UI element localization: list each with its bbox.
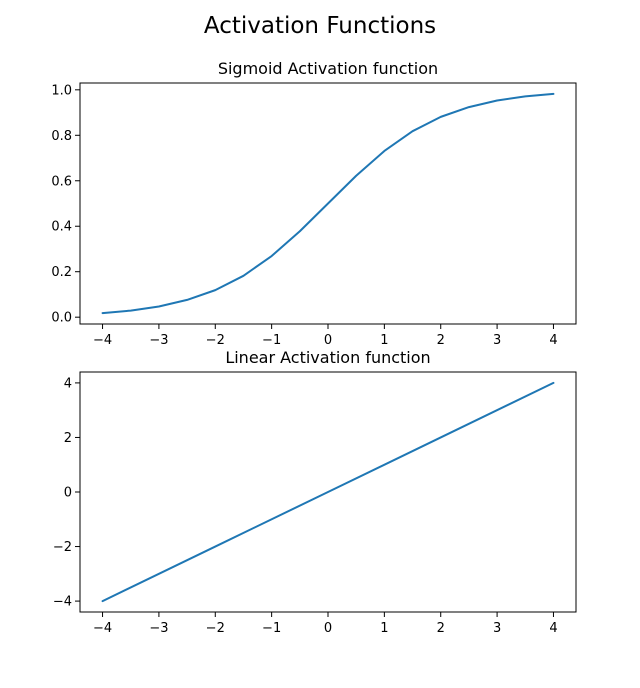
sigmoid-x-tick-label: 3 [493,333,501,348]
linear-x-tick-label: 4 [549,621,557,636]
sigmoid-x-tick-label: 4 [549,333,557,348]
sigmoid-y-ticks: 0.0 0.2 0.4 0.6 0.8 1.0 [51,83,80,326]
sigmoid-x-tick-label: −3 [149,333,168,348]
linear-y-tick-label: −2 [53,540,72,555]
linear-y-ticks: −4 −2 0 2 4 [53,376,80,610]
linear-x-tick-label: 1 [380,621,388,636]
figure-title: Activation Functions [204,13,436,39]
linear-y-tick-label: −4 [53,595,72,610]
sigmoid-y-tick-label: 1.0 [51,83,72,98]
sigmoid-x-tick-label: 1 [380,333,388,348]
sigmoid-y-tick-label: 0.6 [51,174,72,189]
linear-x-tick-label: −3 [149,621,168,636]
linear-x-tick-label: 2 [437,621,445,636]
sigmoid-x-tick-label: −2 [206,333,225,348]
linear-y-tick-label: 2 [64,431,72,446]
sigmoid-y-tick-label: 0.8 [51,129,72,144]
linear-y-tick-label: 4 [64,376,72,391]
linear-x-tick-label: −1 [262,621,281,636]
linear-x-tick-label: −4 [93,621,112,636]
sigmoid-curve [101,92,555,315]
linear-subplot-title: Linear Activation function [225,348,430,367]
linear-plot-frame [79,371,577,613]
linear-x-ticks: −4 −3 −2 −1 0 1 2 3 4 [93,612,558,636]
linear-x-tick-label: 0 [324,621,332,636]
sigmoid-subplot-title: Sigmoid Activation function [218,59,438,78]
sigmoid-subplot: Sigmoid Activation function −4 −3 −2 −1 0 1 2 3… [51,59,577,348]
linear-x-tick-label: 3 [493,621,501,636]
sigmoid-x-tick-label: −1 [262,333,281,348]
sigmoid-x-tick-label: 2 [437,333,445,348]
linear-subplot: Linear Activation function −4 −3 −2 −1 0 1 2 3 4… [53,348,577,636]
linear-y-tick-label: 0 [64,486,72,501]
linear-x-tick-label: −2 [206,621,225,636]
sigmoid-x-tick-label: −4 [93,333,112,348]
sigmoid-x-tick-label: 0 [324,333,332,348]
sigmoid-y-tick-label: 0.4 [51,220,72,235]
sigmoid-y-tick-label: 0.2 [51,265,72,280]
sigmoid-plot-frame [79,82,577,325]
sigmoid-y-tick-label: 0.0 [51,311,72,326]
sigmoid-x-ticks: −4 −3 −2 −1 0 1 2 3 4 [93,324,558,348]
linear-line [101,381,555,603]
